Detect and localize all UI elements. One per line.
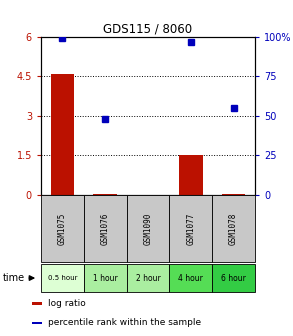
Title: GDS115 / 8060: GDS115 / 8060 <box>103 23 193 36</box>
Bar <box>212 264 255 292</box>
Bar <box>212 195 255 262</box>
Bar <box>179 155 202 195</box>
Bar <box>51 74 74 195</box>
Text: 0.5 hour: 0.5 hour <box>48 275 77 281</box>
Bar <box>169 195 212 262</box>
Text: GSM1078: GSM1078 <box>229 212 238 245</box>
Bar <box>41 264 84 292</box>
Bar <box>93 194 117 195</box>
Text: 2 hour: 2 hour <box>136 274 160 283</box>
Bar <box>41 195 84 262</box>
Bar <box>127 195 169 262</box>
Bar <box>169 264 212 292</box>
Bar <box>32 302 42 304</box>
Text: time: time <box>3 273 25 283</box>
Text: GSM1077: GSM1077 <box>186 212 195 245</box>
Text: GSM1076: GSM1076 <box>101 212 110 245</box>
Text: 1 hour: 1 hour <box>93 274 117 283</box>
Text: log ratio: log ratio <box>48 299 86 308</box>
Bar <box>32 322 42 324</box>
Bar <box>84 264 127 292</box>
Bar <box>84 195 127 262</box>
Text: 4 hour: 4 hour <box>178 274 203 283</box>
Text: GSM1090: GSM1090 <box>144 212 152 245</box>
Text: 6 hour: 6 hour <box>221 274 246 283</box>
Text: percentile rank within the sample: percentile rank within the sample <box>48 318 201 327</box>
Bar <box>127 264 169 292</box>
Bar <box>222 194 245 195</box>
Text: GSM1075: GSM1075 <box>58 212 67 245</box>
